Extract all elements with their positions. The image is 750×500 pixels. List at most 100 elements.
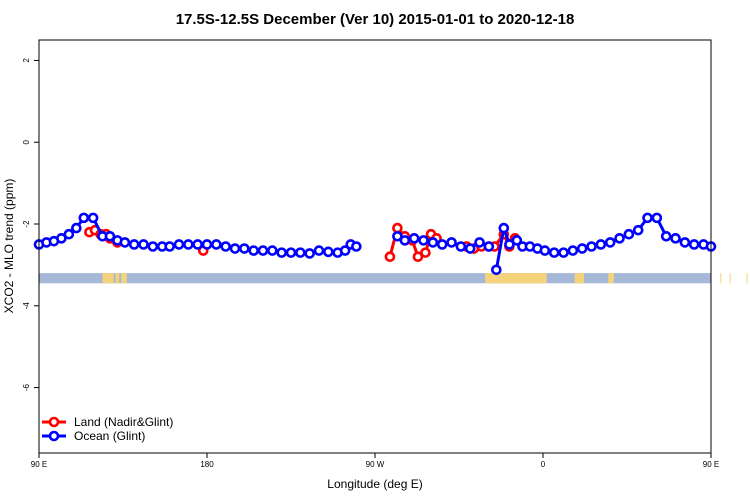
x-tick-label: 90 W — [366, 460, 385, 469]
data-point — [642, 212, 653, 224]
land-band-segment — [729, 273, 731, 284]
x-tick-label: 180 — [200, 460, 214, 469]
land-band-segment — [746, 273, 748, 284]
data-point — [128, 239, 140, 250]
data-point — [323, 246, 334, 258]
data-point — [464, 243, 476, 254]
data-point — [147, 241, 159, 252]
data-point — [78, 212, 90, 224]
y-axis-label: XCO2 - MLO trend (ppm) — [2, 179, 16, 314]
data-point — [679, 237, 691, 248]
land-band-segment — [115, 273, 120, 284]
data-point — [651, 212, 663, 224]
data-point — [498, 222, 510, 234]
data-point — [604, 237, 616, 248]
data-point — [412, 251, 424, 263]
data-point — [295, 247, 306, 258]
y-tick-label: -2 — [22, 220, 31, 228]
land-band-segment — [608, 273, 614, 284]
data-point — [567, 245, 579, 256]
data-point — [408, 233, 420, 244]
data-point — [339, 245, 351, 256]
data-point — [399, 235, 411, 246]
data-point — [71, 222, 82, 234]
land-band-segment — [102, 273, 107, 284]
legend-label: Ocean (Glint) — [74, 429, 145, 443]
data-point — [384, 251, 396, 263]
data-point — [392, 222, 403, 234]
data-point — [576, 243, 588, 254]
legend-marker — [48, 430, 60, 442]
data-point — [483, 241, 495, 252]
data-point — [688, 239, 700, 250]
data-point — [87, 212, 99, 224]
data-point — [427, 237, 439, 248]
data-point — [220, 241, 231, 252]
land-band-segment — [106, 273, 114, 284]
data-point — [511, 235, 523, 246]
x-axis: 90 E 180 90 W 0 90 E — [31, 453, 719, 469]
series-ocean — [33, 212, 717, 276]
data-point — [119, 237, 131, 248]
data-point — [586, 241, 597, 252]
data-point — [539, 245, 551, 256]
data-point — [392, 230, 403, 242]
data-point — [63, 228, 75, 240]
data-point — [276, 247, 287, 258]
legend: Land (Nadir&Glint)Ocean (Glint) — [42, 415, 173, 443]
legend-item: Ocean (Glint) — [42, 429, 145, 443]
legend-label: Land (Nadir&Glint) — [74, 415, 173, 429]
y-tick-label: 0 — [22, 139, 31, 144]
land-band-segment — [574, 273, 585, 284]
legend-marker — [48, 416, 60, 428]
y-tick-label: -6 — [22, 383, 31, 391]
data-point — [192, 239, 203, 250]
y-axis: 2 0 -2 -4 -6 — [22, 58, 39, 391]
x-tick-label: 90 E — [31, 460, 47, 469]
data-point — [229, 243, 241, 254]
data-point — [104, 230, 116, 242]
data-point — [248, 245, 259, 256]
data-point — [173, 239, 185, 250]
data-point — [304, 248, 315, 259]
data-point — [201, 239, 213, 250]
x-tick-label: 0 — [541, 460, 546, 469]
data-point — [474, 237, 485, 248]
series-layer — [33, 212, 717, 276]
data-point — [285, 247, 297, 258]
data-point — [418, 235, 429, 246]
data-point — [548, 247, 560, 258]
legend-item: Land (Nadir&Glint) — [42, 415, 173, 429]
data-point — [455, 241, 467, 252]
y-tick-label: -4 — [22, 302, 31, 310]
data-point — [164, 241, 175, 252]
ocean-band — [39, 273, 711, 284]
data-point — [660, 230, 672, 242]
data-point — [56, 233, 67, 244]
data-point — [183, 239, 194, 250]
data-point — [211, 239, 222, 250]
data-point — [420, 247, 431, 258]
data-point — [446, 237, 457, 248]
x-axis-label: Longitude (deg E) — [327, 477, 422, 491]
data-point — [632, 224, 644, 236]
data-point — [670, 233, 681, 244]
chart-title: 17.5S-12.5S December (Ver 10) 2015-01-01… — [176, 11, 575, 28]
data-point — [558, 247, 569, 258]
x-tick-label: 90 E — [703, 460, 719, 469]
data-point — [623, 228, 635, 240]
land-band-segment — [485, 273, 547, 284]
surface-band — [39, 273, 748, 284]
data-point — [351, 241, 362, 252]
land-band-segment — [121, 273, 127, 284]
data-point — [595, 239, 607, 250]
land-band-segment — [720, 273, 722, 284]
data-point — [436, 239, 448, 250]
data-point — [239, 243, 250, 254]
data-point — [257, 245, 269, 256]
data-point — [267, 245, 278, 256]
y-tick-label: 2 — [22, 58, 31, 63]
data-point — [614, 233, 625, 244]
data-point — [491, 264, 502, 276]
